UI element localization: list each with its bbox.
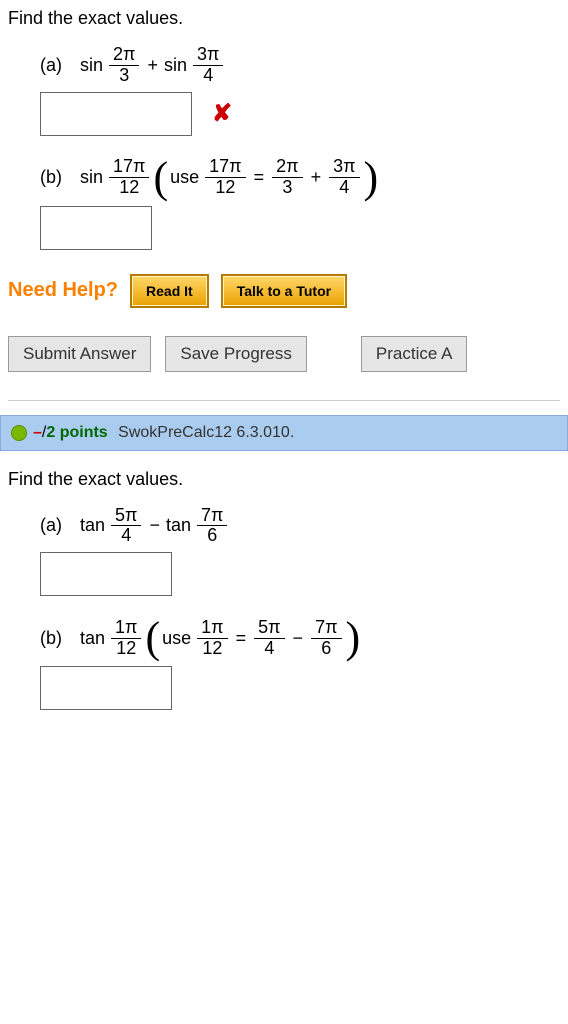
q1b-expression: (b) sin 17π 12 ( use 17π 12 = 2π 3 + 3π … [40,156,560,200]
frac-den: 4 [193,66,223,86]
need-help-label: Need Help? [8,279,118,302]
frac-num: 2π [272,157,302,178]
frac-den: 12 [111,639,141,659]
question-header: – / 2 points SwokPreCalc12 6.3.010. [0,415,568,451]
q1a-frac2: 3π 4 [193,45,223,86]
q1b-label: (b) [40,167,62,188]
wrong-icon: ✘ [212,99,232,128]
q1b-hint-f3: 3π 4 [329,157,359,198]
frac-num: 7π [311,618,341,639]
frac-num: 3π [193,45,223,66]
q2a-op: − [149,515,160,536]
q1a-fun2: sin [164,55,187,76]
frac-den: 12 [205,178,245,198]
save-progress-button[interactable]: Save Progress [165,336,307,372]
frac-num: 5π [111,506,141,527]
q1b-op: + [311,167,322,188]
q2a-answer-input[interactable] [40,552,172,596]
q2b-eq: = [236,628,247,649]
q2a-answer-row [40,552,560,596]
q2b-hint-f2: 5π 4 [254,618,284,659]
frac-num: 2π [109,45,139,66]
points-neg: – [33,424,42,442]
q1a-answer-row: ✘ [40,92,560,136]
frac-den: 6 [197,526,227,546]
read-it-button[interactable]: Read It [130,274,209,308]
q2b-answer-input[interactable] [40,666,172,710]
practice-button[interactable]: Practice A [361,336,468,372]
frac-num: 17π [109,157,149,178]
q1b-hint-f2: 2π 3 [272,157,302,198]
frac-num: 1π [197,618,227,639]
q1b-answer-row [40,206,560,250]
frac-num: 7π [197,506,227,527]
q2b-op: − [293,628,304,649]
need-help-row: Need Help? Read It Talk to a Tutor [8,274,560,308]
q1a-frac1: 2π 3 [109,45,139,86]
q1b-frac: 17π 12 [109,157,149,198]
q1a-op: + [147,55,158,76]
status-dot-icon [11,425,27,441]
q2b-label: (b) [40,628,62,649]
q2b-use: use [162,628,191,649]
q2b-hint-f3: 7π 6 [311,618,341,659]
q2b-hint-f1: 1π 12 [197,618,227,659]
q2-prompt: Find the exact values. [8,469,560,490]
q2b-fun: tan [80,628,105,649]
frac-den: 4 [254,639,284,659]
frac-num: 3π [329,157,359,178]
lparen-icon: ( [153,156,168,200]
q2a-fun1: tan [80,515,105,536]
lparen-icon: ( [145,616,160,660]
frac-den: 12 [109,178,149,198]
q1b-answer-input[interactable] [40,206,152,250]
q2b-answer-row [40,666,560,710]
q1b-use: use [170,167,199,188]
q1a-expression: (a) sin 2π 3 + sin 3π 4 [40,45,560,86]
frac-den: 4 [329,178,359,198]
q2a-frac1: 5π 4 [111,506,141,547]
frac-den: 6 [311,639,341,659]
frac-num: 17π [205,157,245,178]
frac-num: 1π [111,618,141,639]
frac-den: 12 [197,639,227,659]
q2a-fun2: tan [166,515,191,536]
q1a-answer-input[interactable] [40,92,192,136]
frac-den: 3 [109,66,139,86]
question-ref-text: SwokPreCalc12 6.3.010. [118,424,294,441]
talk-tutor-button[interactable]: Talk to a Tutor [221,274,347,308]
rparen-icon: ) [346,616,361,660]
frac-den: 3 [272,178,302,198]
q1b-eq: = [254,167,265,188]
submit-answer-button[interactable]: Submit Answer [8,336,151,372]
frac-num: 5π [254,618,284,639]
points-pos: 2 points [46,424,107,442]
divider [8,400,560,401]
q2a-frac2: 7π 6 [197,506,227,547]
question-ref: SwokPreCalc12 6.3.010. [114,424,295,442]
q2a-expression: (a) tan 5π 4 − tan 7π 6 [40,506,560,547]
q1b-fun: sin [80,167,103,188]
q2b-frac: 1π 12 [111,618,141,659]
q1b-hint-f1: 17π 12 [205,157,245,198]
q1a-fun1: sin [80,55,103,76]
q1a-label: (a) [40,55,62,76]
q1-prompt: Find the exact values. [8,8,560,29]
rparen-icon: ) [364,156,379,200]
action-buttons: Submit Answer Save Progress Practice A [8,336,560,372]
frac-den: 4 [111,526,141,546]
q2a-label: (a) [40,515,62,536]
q2b-expression: (b) tan 1π 12 ( use 1π 12 = 5π 4 − 7π 6 … [40,616,560,660]
